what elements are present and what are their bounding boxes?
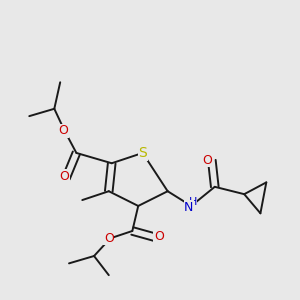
Text: O: O	[104, 232, 114, 245]
Text: S: S	[138, 146, 147, 160]
Text: O: O	[154, 230, 164, 243]
Text: O: O	[58, 124, 68, 137]
Text: N: N	[184, 201, 194, 214]
Text: O: O	[60, 170, 70, 183]
Text: H: H	[188, 196, 197, 206]
Text: O: O	[202, 154, 212, 167]
